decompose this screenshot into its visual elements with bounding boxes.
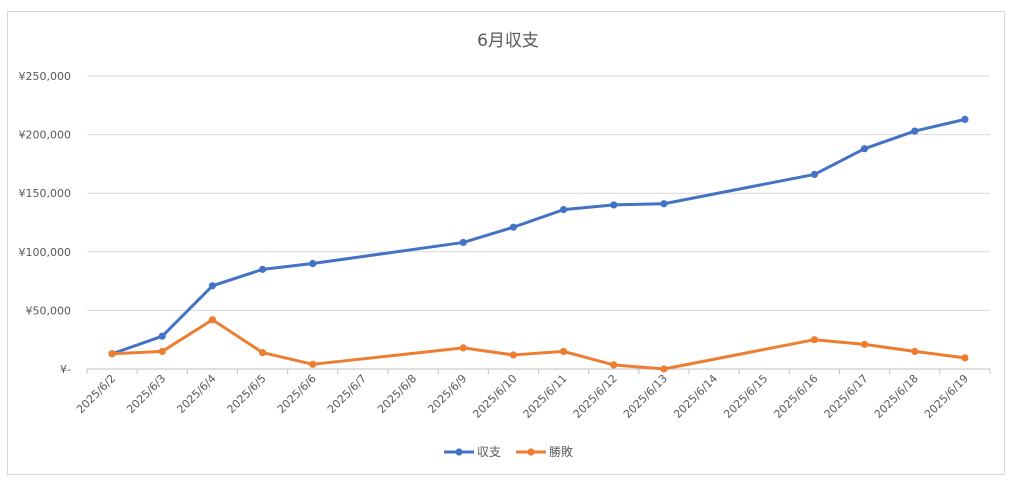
x-tick-label: 2025/6/13	[621, 372, 670, 421]
data-point	[961, 354, 969, 362]
x-tick-label: 2025/6/17	[822, 372, 871, 421]
data-point	[459, 344, 467, 352]
data-point	[258, 265, 267, 273]
x-tick-label: 2025/6/6	[275, 372, 319, 416]
legend-marker	[527, 448, 535, 456]
legend-label: 収支	[477, 445, 501, 459]
data-point	[810, 336, 819, 344]
data-point	[810, 170, 819, 179]
data-point	[660, 200, 668, 208]
x-tick-label: 2025/6/5	[225, 372, 269, 416]
data-point	[610, 201, 618, 209]
series-line	[110, 318, 967, 371]
data-point	[961, 115, 969, 123]
x-tick-label: 2025/6/4	[174, 372, 218, 416]
chart-title: 6月収支	[477, 31, 539, 51]
data-point	[911, 347, 919, 356]
x-tick-label: 2025/6/18	[872, 372, 921, 421]
x-tick-label: 2025/6/8	[375, 372, 419, 416]
y-axis-ticks: ¥- ¥50,000 ¥100,000 ¥150,000 ¥200,000 ¥250,00…	[19, 70, 72, 376]
x-tick-label: 2025/6/7	[325, 372, 369, 416]
data-point	[309, 259, 317, 268]
x-tick-label: 2025/6/16	[771, 372, 820, 421]
x-tick-label: 2025/6/12	[571, 372, 620, 421]
data-point	[309, 360, 317, 368]
y-tick-label: ¥250,000	[19, 70, 72, 83]
data-point	[258, 348, 267, 357]
y-tick-label: ¥200,000	[19, 129, 72, 142]
x-tick-label: 2025/6/10	[470, 372, 519, 421]
legend: 収支 勝敗	[444, 444, 573, 459]
x-tick-label: 2025/6/15	[721, 372, 770, 421]
data-point	[559, 206, 568, 214]
data-point	[208, 282, 217, 290]
data-point	[108, 350, 116, 358]
series-points	[108, 115, 969, 373]
data-point	[158, 347, 166, 356]
data-point	[860, 145, 869, 153]
chart-frame	[7, 11, 1005, 475]
x-tick-label: 2025/6/14	[671, 372, 720, 421]
legend-label: 勝敗	[549, 444, 573, 459]
y-tick-label: ¥50,000	[26, 304, 72, 317]
data-point	[911, 127, 919, 135]
data-point	[509, 351, 518, 359]
x-tick-label: 2025/6/19	[922, 372, 971, 421]
y-tick-label: ¥-	[60, 363, 71, 376]
data-point	[509, 223, 518, 231]
x-tick-label: 2025/6/3	[124, 372, 168, 416]
series-line	[110, 117, 967, 356]
x-tick-label: 2025/6/9	[425, 372, 469, 416]
x-tick-label: 2025/6/11	[521, 372, 570, 421]
data-point	[158, 332, 166, 340]
series-lines	[110, 117, 967, 371]
y-tick-label: ¥150,000	[19, 187, 72, 200]
y-tick-label: ¥100,000	[19, 246, 72, 259]
data-point	[459, 238, 467, 247]
x-axis-ticks: 2025/6/2 2025/6/3 2025/6/4 2025/6/5 2025/6/6…	[74, 369, 991, 421]
data-point	[208, 316, 217, 324]
legend-marker	[455, 448, 463, 456]
data-point	[660, 365, 668, 373]
x-tick-label: 2025/6/2	[74, 372, 118, 416]
data-point	[610, 361, 618, 369]
data-point	[559, 347, 568, 356]
data-point	[860, 340, 869, 348]
